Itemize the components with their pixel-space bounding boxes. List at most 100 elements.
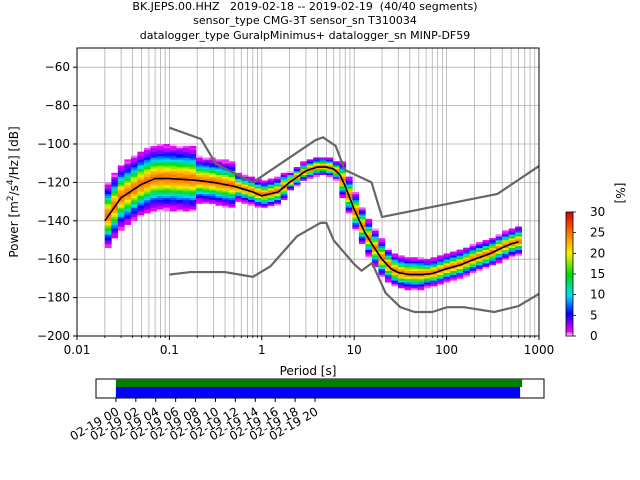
psd-cell	[176, 190, 184, 193]
psd-cell	[430, 278, 438, 281]
psd-cell	[202, 199, 210, 202]
psd-cell	[196, 195, 203, 199]
psd-cell	[137, 195, 145, 199]
psd-cell	[228, 165, 236, 168]
psd-cell	[104, 192, 112, 195]
psd-cell	[371, 264, 379, 268]
psd-cell	[222, 176, 229, 179]
psd-cell	[430, 266, 438, 270]
psd-cell	[502, 249, 509, 252]
psd-cell	[196, 163, 203, 166]
psd-cell	[358, 222, 366, 225]
psd-cell	[267, 203, 275, 206]
psd-cell	[202, 178, 210, 181]
psd-cell	[222, 165, 229, 168]
psd-cell	[280, 193, 288, 197]
psd-cell	[111, 236, 119, 239]
psd-cell	[417, 266, 425, 270]
psd-cell	[352, 193, 360, 197]
colorbar-slice	[566, 309, 573, 312]
psd-cell	[378, 259, 386, 262]
psd-cell	[404, 278, 412, 281]
psd-cell	[117, 207, 125, 210]
psd-cell	[124, 220, 132, 224]
psd-cell	[117, 186, 125, 189]
psd-cell	[156, 167, 164, 170]
psd-cell	[300, 165, 308, 168]
psd-cell	[456, 276, 464, 279]
psd-cell	[176, 155, 184, 158]
psd-cell	[417, 288, 425, 291]
psd-cell	[202, 172, 210, 176]
psd-cell	[430, 263, 438, 266]
psd-cell	[248, 195, 255, 199]
psd-cell	[384, 261, 392, 264]
psd-cell	[456, 249, 464, 252]
psd-cell	[196, 159, 203, 162]
psd-cell	[378, 268, 386, 272]
psd-cell	[515, 247, 523, 250]
colorbar-slice	[566, 234, 573, 238]
psd-cell	[176, 151, 184, 154]
psd-cell	[169, 165, 177, 168]
psd-cell	[124, 168, 132, 172]
psd-cell	[143, 167, 151, 170]
y-tick-label: −60	[45, 60, 70, 74]
psd-cell	[456, 272, 464, 275]
psd-cell	[371, 245, 379, 248]
psd-cell	[313, 163, 321, 166]
psd-cell	[306, 167, 314, 170]
psd-cell	[209, 178, 216, 181]
psd-cell	[104, 188, 112, 191]
psd-cell	[306, 163, 314, 166]
psd-cell	[111, 207, 119, 210]
psd-cell	[163, 180, 171, 183]
psd-cell	[358, 213, 366, 216]
psd-cell	[515, 236, 523, 239]
psd-cell	[169, 174, 177, 177]
psd-cell	[306, 159, 314, 162]
psd-cell	[254, 180, 262, 183]
psd-cell	[209, 182, 216, 185]
psd-cell	[156, 186, 164, 189]
psd-cell	[228, 201, 236, 204]
colorbar-slice	[566, 288, 573, 291]
psd-cell	[189, 207, 197, 210]
psd-cell	[202, 159, 210, 162]
psd-cell	[209, 184, 216, 187]
psd-cell	[182, 176, 190, 179]
psd-cell	[104, 218, 112, 222]
psd-cell	[137, 180, 145, 183]
plot-frame	[76, 47, 540, 337]
mean-psd-line	[104, 166, 519, 276]
psd-cell	[391, 268, 399, 272]
psd-cell	[104, 186, 112, 189]
psd-cell	[410, 274, 418, 277]
psd-cell	[189, 153, 197, 156]
psd-cell	[143, 188, 151, 191]
psd-cell	[130, 205, 138, 208]
psd-cell	[202, 157, 210, 160]
psd-cell	[410, 284, 418, 287]
psd-cell	[228, 182, 236, 185]
psd-cell	[104, 182, 112, 185]
psd-cell	[163, 170, 171, 174]
new-high-noise-model-line	[169, 126, 540, 219]
psd-cell	[410, 286, 418, 289]
psd-cell	[117, 174, 125, 177]
psd-cell	[117, 199, 125, 202]
psd-cell	[463, 253, 470, 256]
psd-cell	[378, 263, 386, 266]
psd-cell	[443, 259, 451, 262]
psd-cell	[358, 240, 366, 243]
psd-cell	[137, 155, 145, 158]
psd-cell	[137, 159, 145, 162]
psd-cell	[456, 251, 464, 254]
psd-cell	[156, 199, 164, 202]
psd-cell	[476, 257, 483, 260]
psd-cell	[326, 168, 334, 172]
psd-cell	[508, 249, 516, 252]
psd-cell	[495, 255, 503, 258]
psd-cell	[124, 180, 132, 183]
